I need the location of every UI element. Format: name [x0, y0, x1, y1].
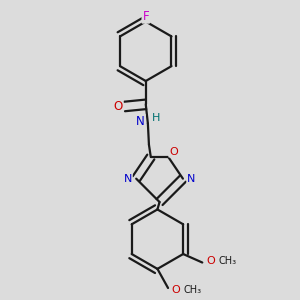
- Text: CH₃: CH₃: [219, 256, 237, 266]
- Text: CH₃: CH₃: [183, 285, 202, 295]
- Text: N: N: [136, 115, 145, 128]
- Text: O: O: [206, 256, 215, 266]
- Text: O: O: [171, 285, 180, 295]
- Text: F: F: [142, 10, 149, 23]
- Text: N: N: [187, 174, 196, 184]
- Text: O: O: [113, 100, 123, 113]
- Text: O: O: [169, 147, 178, 157]
- Text: H: H: [152, 113, 160, 123]
- Text: N: N: [124, 174, 132, 184]
